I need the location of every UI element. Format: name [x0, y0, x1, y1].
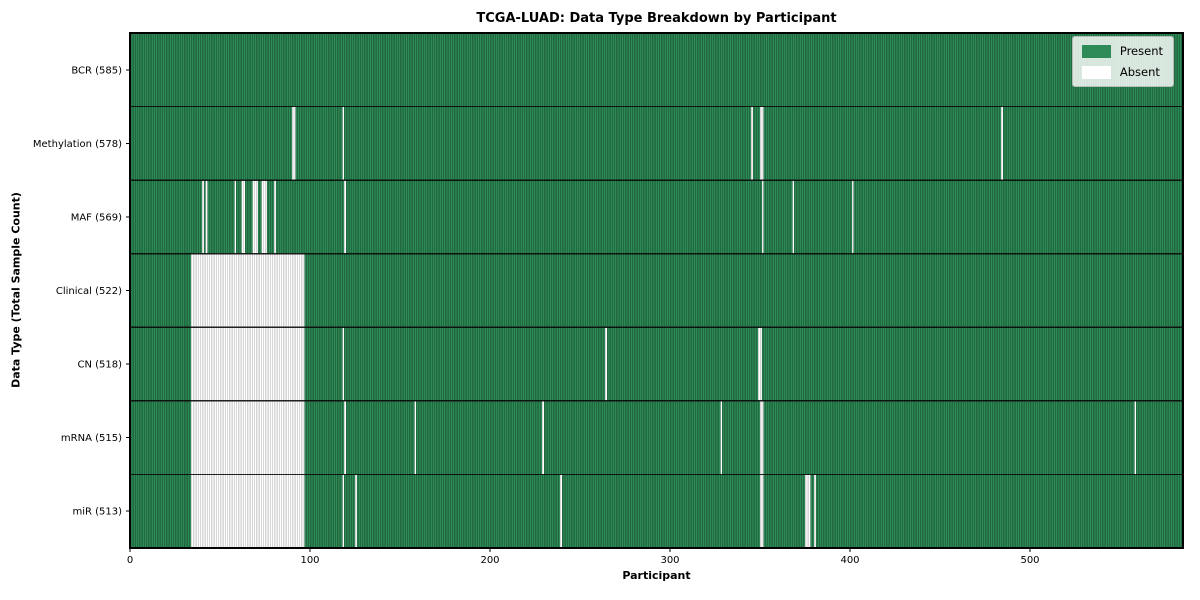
x-axis: 0 100 200 300 400 500 — [127, 548, 1040, 566]
absent-mark-miR — [805, 474, 811, 548]
absent-mark-miR — [814, 474, 816, 548]
y-tick-label-BCR: BCR (585) — [71, 65, 122, 76]
absent-mark-mRNA — [414, 400, 417, 475]
x-tick-label-200: 200 — [480, 555, 499, 566]
absent-mark-Methylation — [760, 106, 764, 181]
legend-item-present: Present — [1081, 44, 1163, 58]
absent-mark-miR — [560, 474, 562, 548]
y-tick-label-Clinical: Clinical (522) — [56, 286, 122, 297]
absent-mark-Methylation — [751, 106, 753, 181]
absent-mark-MAF — [205, 180, 208, 254]
legend-label-absent: Absent — [1119, 65, 1160, 79]
absent-mark-Clinical — [191, 253, 305, 328]
absent-mark-CN — [342, 327, 345, 401]
absent-mark-mRNA — [344, 400, 346, 475]
absent-mark-CN — [605, 327, 607, 401]
y-tick-label-CN: CN (518) — [77, 360, 122, 371]
x-tick-label-400: 400 — [840, 555, 859, 566]
row-separators — [130, 105, 1183, 476]
y-tick-label-MAF: MAF (569) — [71, 212, 122, 223]
legend-item-absent: Absent — [1081, 65, 1163, 79]
y-tick-label-mRNA: mRNA (515) — [61, 433, 122, 444]
absent-mark-miR — [191, 474, 305, 548]
absent-mark-MAF — [761, 180, 764, 254]
y-axis-label: Data Type (Total Sample Count) — [9, 192, 23, 388]
absent-mark-MAF — [274, 180, 276, 254]
absent-mark-miR — [342, 474, 345, 548]
absent-mark-miR — [355, 474, 357, 548]
absent-mark-MAF — [234, 180, 237, 254]
absent-mark-MAF — [851, 180, 854, 254]
y-tick-label-Methylation: Methylation (578) — [33, 139, 122, 150]
legend-label-present: Present — [1119, 44, 1163, 58]
x-tick-label-0: 0 — [127, 555, 133, 566]
absent-mark-mRNA — [191, 400, 305, 475]
absent-mark-miR — [760, 474, 764, 548]
absent-mark-MAF — [344, 180, 346, 254]
absent-mark-MAF — [202, 180, 204, 254]
absent-mark-MAF — [243, 180, 246, 254]
legend: Present Absent — [1071, 36, 1174, 87]
absent-mark-mRNA — [1134, 400, 1137, 475]
absent-mark-CN — [758, 327, 762, 401]
absent-mark-mRNA — [542, 400, 544, 475]
absent-mark-mRNA — [760, 400, 764, 475]
absent-mark-Methylation — [1001, 106, 1003, 181]
x-tick-label-500: 500 — [1020, 555, 1039, 566]
present-swatch — [1081, 44, 1111, 58]
absent-marks — [191, 106, 1137, 548]
chart-title: TCGA-LUAD: Data Type Breakdown by Partic… — [476, 11, 837, 26]
absent-mark-CN — [191, 327, 305, 401]
y-axis: BCR (585) Methylation (578) MAF (569) Clini… — [33, 65, 130, 518]
x-tick-label-100: 100 — [300, 555, 319, 566]
absent-mark-MAF — [792, 180, 795, 254]
absent-mark-MAF — [241, 180, 244, 254]
present-background — [130, 33, 1183, 548]
absent-mark-Methylation — [292, 106, 296, 181]
x-tick-label-300: 300 — [660, 555, 679, 566]
absent-swatch — [1081, 65, 1111, 79]
y-tick-label-miR: miR (513) — [72, 507, 122, 518]
absent-mark-MAF — [252, 180, 258, 254]
absent-mark-MAF — [261, 180, 267, 254]
x-axis-label: Participant — [622, 569, 691, 582]
absent-mark-mRNA — [720, 400, 723, 475]
absent-mark-Methylation — [342, 106, 345, 181]
